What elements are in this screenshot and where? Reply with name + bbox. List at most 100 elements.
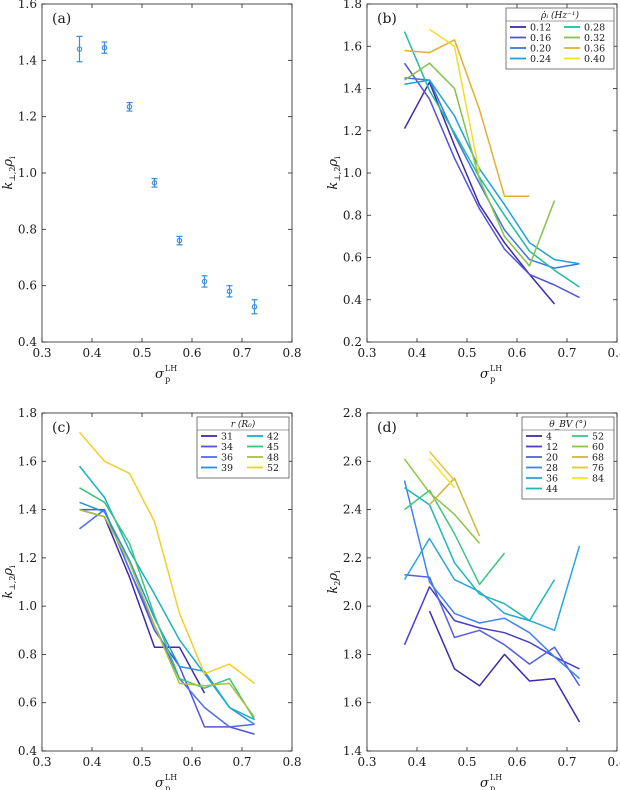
series-line-0.32 bbox=[404, 62, 556, 267]
series-line-68 bbox=[428, 477, 481, 537]
panel-d: 0.3 0.4 0.5 0.6 0.7 0.8 1.4 1.6 1.8 2.0 2.2 2.4 2.6 2… bbox=[326, 406, 620, 790]
series-line-60 bbox=[403, 458, 481, 544]
series-line-34 bbox=[79, 508, 255, 735]
y-axis-label: k⊥,2ρi bbox=[326, 156, 342, 190]
x-axis-label: σLH p bbox=[155, 773, 177, 790]
legend-entry: 0.28 bbox=[584, 23, 605, 34]
series-line-0.16 bbox=[403, 62, 580, 299]
series-line-39 bbox=[79, 501, 255, 726]
legend-entry: 0.36 bbox=[584, 44, 605, 55]
y-tick-label: 2.6 bbox=[343, 454, 362, 468]
axes-box bbox=[366, 412, 618, 752]
series-line-45 bbox=[79, 487, 256, 720]
x-tick-label: 0.5 bbox=[457, 346, 476, 360]
legend-entry: 52 bbox=[267, 463, 279, 474]
y-tick-label: 1.2 bbox=[343, 124, 362, 138]
x-tick-label: 0.5 bbox=[457, 755, 476, 769]
series-line-84 bbox=[428, 458, 456, 489]
y-tick-label: 1.4 bbox=[343, 744, 362, 758]
legend-title: ρ̇ᵢ (Hz⁻¹) bbox=[540, 10, 579, 21]
y-tick-label: 0.4 bbox=[18, 744, 37, 758]
series-line-42 bbox=[78, 465, 255, 721]
y-tick-label: 1.8 bbox=[18, 406, 37, 420]
legend-entry: 48 bbox=[267, 453, 279, 464]
y-tick-label: 1.4 bbox=[343, 82, 362, 96]
legend-title: θ_BV (°) bbox=[549, 419, 587, 430]
y-tick-label: 0.4 bbox=[343, 293, 362, 307]
series-line-48 bbox=[79, 508, 256, 718]
legend-entry: 39 bbox=[221, 463, 233, 474]
data-point bbox=[76, 46, 83, 52]
legend-entry: 45 bbox=[267, 442, 279, 453]
x-tick-label: 0.8 bbox=[282, 346, 301, 360]
legend-entry: 52 bbox=[592, 432, 604, 443]
y-tick-label: 0.8 bbox=[18, 222, 37, 236]
y-tick-label: 0.6 bbox=[343, 251, 362, 265]
series-line-28 bbox=[403, 480, 580, 680]
y-tick-label: 1.6 bbox=[343, 696, 362, 710]
y-tick-label: 1.6 bbox=[18, 0, 37, 11]
data-point bbox=[251, 304, 258, 310]
axes-box bbox=[41, 412, 293, 752]
y-tick-label: 0.4 bbox=[18, 335, 37, 349]
x-axis-label: σLH p bbox=[480, 364, 502, 384]
y-tick-label: 0.6 bbox=[18, 696, 37, 710]
y-tick-label: 2.0 bbox=[343, 599, 362, 613]
x-tick-label: 0.4 bbox=[82, 755, 101, 769]
legend-entry: 31 bbox=[221, 432, 233, 443]
x-tick-label: 0.6 bbox=[507, 755, 526, 769]
x-tick-label: 0.6 bbox=[507, 346, 526, 360]
y-tick-label: 1.0 bbox=[18, 166, 37, 180]
legend-entry: 0.32 bbox=[584, 33, 605, 44]
y-tick-label: 0.2 bbox=[343, 335, 362, 349]
data-point bbox=[201, 278, 208, 285]
legend-title: r (R₀) bbox=[231, 419, 256, 430]
x-tick-label: 0.3 bbox=[357, 346, 376, 360]
x-tick-label: 0.7 bbox=[232, 346, 251, 360]
series-line-0.28 bbox=[403, 31, 580, 288]
x-tick-label: 0.7 bbox=[557, 346, 576, 360]
y-tick-label: 1.2 bbox=[18, 551, 37, 565]
legend-entry: 84 bbox=[592, 474, 604, 485]
legend-entry: 0.24 bbox=[530, 54, 551, 65]
x-tick-label: 0.7 bbox=[232, 755, 251, 769]
x-tick-label: 0.7 bbox=[557, 755, 576, 769]
legend-entry: 36 bbox=[546, 474, 558, 485]
x-tick-label: 0.8 bbox=[607, 755, 620, 769]
x-axis-label: σLH p bbox=[155, 364, 177, 384]
panel-label: (a) bbox=[52, 11, 71, 27]
y-tick-label: 1.2 bbox=[18, 110, 37, 124]
x-axis-label: σLH p bbox=[480, 773, 502, 790]
y-tick-label: 1.4 bbox=[18, 53, 37, 67]
y-tick-label: 1.6 bbox=[18, 454, 37, 468]
series-line-4 bbox=[428, 610, 581, 723]
series-line-0.24 bbox=[404, 79, 580, 265]
legend-entry: 42 bbox=[267, 432, 279, 443]
y-tick-label: 0.8 bbox=[343, 208, 362, 222]
x-tick-label: 0.3 bbox=[32, 755, 51, 769]
y-tick-label: 1.0 bbox=[343, 166, 362, 180]
data-point bbox=[126, 104, 133, 110]
y-tick-label: 0.8 bbox=[18, 647, 37, 661]
x-tick-label: 0.4 bbox=[82, 346, 101, 360]
x-tick-label: 0.3 bbox=[357, 755, 376, 769]
legend-entry: 0.16 bbox=[530, 33, 551, 44]
y-tick-label: 2.2 bbox=[343, 551, 362, 565]
legend-entry: 36 bbox=[221, 453, 233, 464]
legend-entry: 12 bbox=[546, 442, 558, 453]
series-line-0.20 bbox=[404, 77, 580, 269]
x-tick-label: 0.3 bbox=[32, 346, 51, 360]
legend-entry: 68 bbox=[592, 453, 604, 464]
panel-b: 0.3 0.4 0.5 0.6 0.7 0.8 0.2 0.4 0.6 0.8 1.0 1.2 1.4 1… bbox=[326, 0, 620, 384]
series-line-0.40 bbox=[429, 28, 481, 174]
y-tick-label: 1.8 bbox=[343, 0, 362, 11]
x-tick-label: 0.4 bbox=[407, 346, 426, 360]
legend-entry: 28 bbox=[546, 463, 558, 474]
x-tick-label: 0.5 bbox=[132, 755, 151, 769]
legend-entry: 0.40 bbox=[584, 54, 605, 65]
series-line-52 bbox=[78, 431, 255, 684]
y-tick-label: 1.8 bbox=[343, 647, 362, 661]
series-line-36 bbox=[403, 537, 581, 632]
series-line-0.12 bbox=[403, 81, 556, 305]
